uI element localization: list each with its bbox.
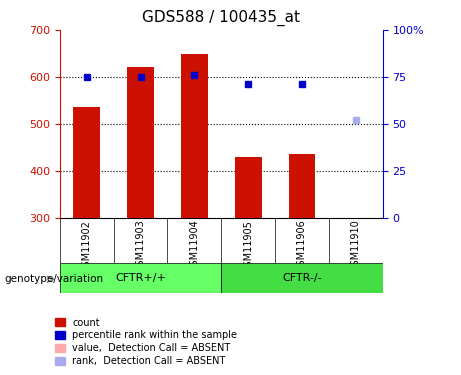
Text: GSM11910: GSM11910 <box>351 220 361 273</box>
Bar <box>235 157 261 218</box>
Bar <box>289 154 315 218</box>
FancyBboxPatch shape <box>60 262 221 292</box>
Text: GSM11904: GSM11904 <box>189 220 200 273</box>
Text: CFTR+/+: CFTR+/+ <box>115 273 166 282</box>
Legend: count, percentile rank within the sample, value,  Detection Call = ABSENT, rank,: count, percentile rank within the sample… <box>51 314 241 370</box>
Text: CFTR-/-: CFTR-/- <box>282 273 322 282</box>
Bar <box>127 67 154 218</box>
Text: GSM11905: GSM11905 <box>243 220 253 273</box>
Bar <box>73 107 100 218</box>
FancyBboxPatch shape <box>221 262 383 292</box>
Text: genotype/variation: genotype/variation <box>5 274 104 284</box>
Text: GSM11902: GSM11902 <box>82 220 92 273</box>
Title: GDS588 / 100435_at: GDS588 / 100435_at <box>142 10 300 26</box>
Text: GSM11903: GSM11903 <box>136 220 146 273</box>
Text: GSM11906: GSM11906 <box>297 220 307 273</box>
Bar <box>181 54 208 217</box>
